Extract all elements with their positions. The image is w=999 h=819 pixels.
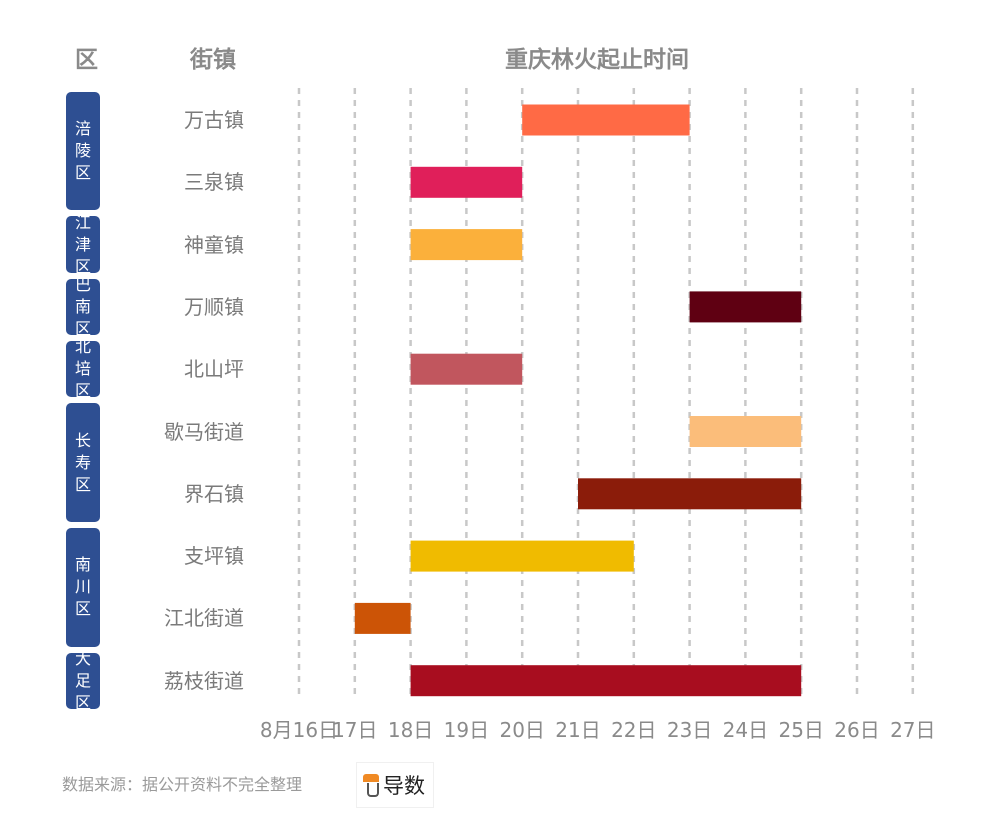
town-label: 界石镇 — [184, 481, 244, 506]
district-label: 涪陵区 — [74, 119, 91, 183]
district-badge: 涪陵区 — [66, 91, 100, 211]
x-tick-label: 8月16日 — [260, 718, 338, 742]
logo-text: 导数 — [383, 774, 425, 798]
bar-歇马街道 — [689, 416, 802, 447]
x-tick-label: 22日 — [611, 718, 656, 742]
bar-万顺镇 — [689, 291, 802, 323]
x-tick-label: 25日 — [778, 718, 823, 742]
x-tick-label: 21日 — [555, 718, 600, 742]
town-label: 支坪镇 — [184, 544, 244, 569]
bar-江北街道 — [354, 602, 411, 634]
district-badge: 南川区 — [66, 527, 100, 647]
district-label: 大足区 — [74, 648, 91, 712]
x-tick-label: 26日 — [834, 718, 879, 742]
bar-北山坪 — [410, 353, 523, 385]
x-tick-label: 23日 — [667, 718, 712, 742]
x-tick-label: 17日 — [332, 718, 377, 742]
town-label: 荔枝街道 — [164, 668, 244, 693]
district-badge: 江津区 — [66, 213, 100, 276]
district-label: 巴南区 — [74, 274, 91, 338]
town-label: 万古镇 — [184, 108, 244, 132]
bar-荔枝街道 — [410, 665, 802, 697]
district-label: 江津区 — [74, 212, 91, 276]
district-badge: 巴南区 — [66, 275, 100, 338]
bar-三泉镇 — [410, 166, 523, 198]
town-column-header: 街镇 — [190, 47, 236, 73]
town-label: 万顺镇 — [184, 294, 244, 319]
x-tick-label: 27日 — [890, 718, 935, 742]
bar-万古镇 — [522, 104, 690, 136]
town-label: 三泉镇 — [184, 170, 244, 195]
district-badge: 大足区 — [66, 649, 100, 712]
bar-支坪镇 — [410, 540, 634, 572]
town-label: 北山坪 — [184, 357, 244, 382]
district-badge: 长寿区 — [66, 403, 100, 522]
district-label: 南川区 — [74, 555, 91, 619]
bar-界石镇 — [578, 478, 802, 510]
town-label: 歇马街道 — [164, 419, 244, 444]
x-tick-label: 19日 — [444, 718, 489, 742]
town-label: 江北街道 — [164, 606, 244, 631]
brand-logo: 导数 — [356, 762, 434, 808]
district-column-header: 区 — [75, 47, 98, 73]
x-tick-label: 18日 — [388, 718, 433, 742]
town-label: 神童镇 — [184, 232, 244, 257]
chart-title: 重庆林火起止时间 — [505, 47, 689, 73]
bar-神童镇 — [410, 229, 523, 261]
x-tick-label: 20日 — [499, 718, 544, 742]
x-tick-label: 24日 — [723, 718, 768, 742]
district-label: 北培区 — [74, 337, 91, 401]
district-badge: 北培区 — [66, 337, 100, 400]
district-label: 长寿区 — [74, 430, 91, 494]
data-source-note: 数据来源：据公开资料不完全整理 — [62, 775, 303, 794]
cup-icon — [363, 774, 379, 797]
